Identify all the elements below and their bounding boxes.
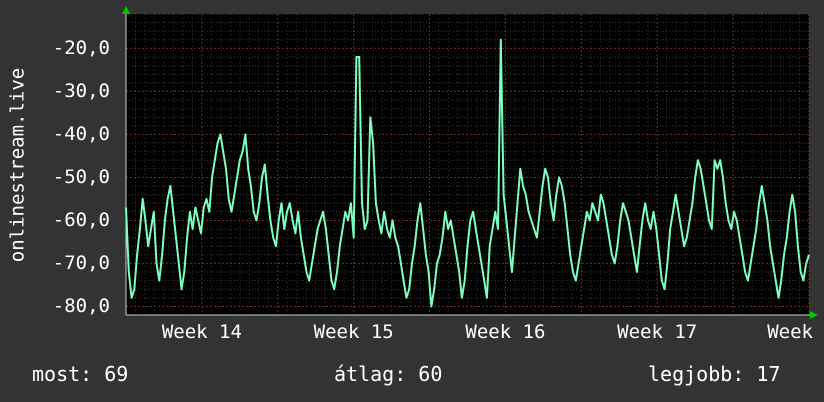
x-tick-label: Week 16 bbox=[465, 321, 545, 343]
y-tick-label: -20,0 bbox=[53, 37, 110, 59]
x-tick-label: Week 14 bbox=[162, 321, 242, 343]
axes bbox=[125, 10, 813, 316]
stat-average: átlag: 60 bbox=[334, 362, 443, 386]
x-axis-arrow-icon bbox=[810, 311, 818, 319]
y-tick-label: -50,0 bbox=[53, 166, 110, 188]
y-tick-labels: -20,0 -30,0 -40,0 -50,0 -60,0 -70,0 -80,0 bbox=[53, 37, 110, 317]
y-tick-label: -70,0 bbox=[53, 252, 110, 274]
grid bbox=[125, 13, 810, 316]
stat-best: legjobb: 17 bbox=[648, 362, 781, 386]
y-axis-arrow-icon bbox=[122, 6, 130, 14]
stat-now: most: 69 bbox=[32, 362, 129, 386]
y-tick-label: -30,0 bbox=[53, 80, 110, 102]
x-tick-labels: Week 14 Week 15 Week 16 Week 17 Week bbox=[162, 321, 814, 343]
x-tick-label: Week 17 bbox=[617, 321, 697, 343]
chart: -20,0 -30,0 -40,0 -50,0 -60,0 -70,0 -80,0 Week… bbox=[7, 6, 818, 343]
y-tick-label: -60,0 bbox=[53, 209, 110, 231]
x-tick-label: Week bbox=[767, 321, 813, 343]
y-tick-label: -80,0 bbox=[53, 295, 110, 317]
series-line bbox=[125, 38, 810, 308]
plot-area bbox=[126, 14, 809, 315]
stats-bar: most: 69 átlag: 60 legjobb: 17 bbox=[0, 362, 824, 390]
y-axis-label: onlinestream.live bbox=[7, 68, 29, 262]
x-tick-label: Week 15 bbox=[314, 321, 394, 343]
y-tick-label: -40,0 bbox=[53, 123, 110, 145]
